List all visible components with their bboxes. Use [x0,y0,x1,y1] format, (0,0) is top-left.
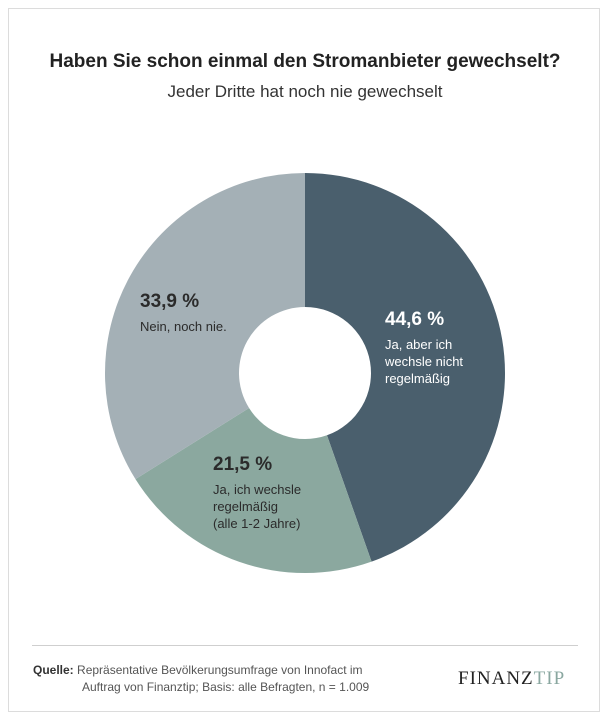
finanztip-logo: FINANZTIP [458,668,565,690]
category-label-nein-noch-nie: Nein, noch nie. [140,319,227,334]
slice-ja-nicht-regelmaessig [305,173,505,562]
slice-nein-noch-nie [105,173,306,480]
category-label-ja-regelmaessig: (alle 1-2 Jahre) [213,516,300,531]
logo-part-2: TIP [533,668,566,689]
category-label-ja-regelmaessig: regelmäßig [213,499,278,514]
category-label-ja-regelmaessig: Ja, ich wechsle [213,482,301,497]
category-label-ja-nicht-regelmaessig: wechsle nicht [384,354,463,369]
value-label-ja-nicht-regelmaessig: 44,6 % [385,309,444,330]
value-label-nein-noch-nie: 33,9 % [140,291,199,312]
source-note: Quelle: Repräsentative Bevölkerungsumfra… [33,662,413,696]
source-label: Quelle: [33,663,74,677]
footer-divider [32,645,578,646]
chart-subtitle: Jeder Dritte hat noch nie gewechselt [167,82,443,101]
source-line-2: Auftrag von Finanztip; Basis: alle Befra… [82,680,370,694]
logo-part-1: FINANZ [458,668,534,689]
category-label-ja-nicht-regelmaessig: Ja, aber ich [385,337,452,352]
slice-ja-regelmaessig [135,408,372,573]
chart-title: Haben Sie schon einmal den Stromanbieter… [49,51,561,72]
category-label-ja-nicht-regelmaessig: regelmäßig [385,371,450,386]
value-label-ja-regelmaessig: 21,5 % [213,454,272,475]
source-line-1: Repräsentative Bevölkerungsumfrage von I… [77,663,363,677]
donut-chart: 44,6 % Ja, aber ich wechsle nicht regelmäßi… [105,173,505,573]
